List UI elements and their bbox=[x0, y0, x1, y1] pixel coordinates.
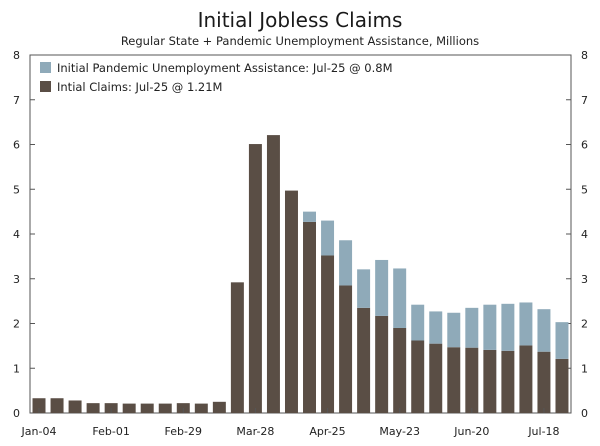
y-axis-left: 0 1 2 3 4 5 6 7 8 bbox=[13, 49, 35, 420]
bar-initial-claims-mar-28 bbox=[248, 144, 262, 414]
x-tick-label: Feb-29 bbox=[165, 425, 202, 438]
bar-pua-jul-18 bbox=[537, 309, 551, 352]
bar-initial-claims-may-09 bbox=[357, 307, 371, 413]
y-tick-label-right: 0 bbox=[581, 407, 588, 420]
legend-swatch-claims bbox=[40, 81, 51, 92]
y-tick-label-left: 6 bbox=[13, 139, 20, 152]
bar-initial-claims-feb-22 bbox=[158, 403, 172, 413]
bar-pua-jun-13 bbox=[447, 312, 461, 348]
bar-initial-claims-apr-11 bbox=[284, 190, 298, 413]
bar-initial-claims-may-16 bbox=[375, 315, 389, 413]
bar-initial-claims-jun-20 bbox=[465, 347, 479, 413]
bar-pua-jun-27 bbox=[483, 304, 497, 350]
bar-initial-claims-jun-06 bbox=[429, 343, 443, 413]
bar-initial-claims-jan-11 bbox=[50, 398, 64, 413]
x-tick-label: Apr-25 bbox=[309, 425, 345, 438]
x-tick-label: Jan-04 bbox=[21, 425, 57, 438]
y-tick-label-right: 6 bbox=[581, 139, 588, 152]
y-tick-label-left: 8 bbox=[13, 49, 20, 62]
bar-initial-claims-may-23 bbox=[393, 327, 407, 413]
x-tick-label: Jul-18 bbox=[527, 425, 559, 438]
bar-initial-claims-feb-15 bbox=[140, 403, 154, 413]
bar-initial-claims-jan-18 bbox=[68, 400, 82, 413]
bar-initial-claims-jun-27 bbox=[483, 349, 497, 413]
bar-initial-claims-mar-14 bbox=[212, 401, 226, 413]
legend-swatch-pua bbox=[40, 62, 51, 73]
y-tick-label-left: 5 bbox=[13, 183, 20, 196]
bar-initial-claims-jan-25 bbox=[86, 403, 100, 413]
bar-initial-claims-jul-25 bbox=[555, 358, 569, 413]
bar-initial-claims-feb-08 bbox=[122, 403, 136, 413]
y-tick-label-right: 3 bbox=[581, 273, 588, 286]
y-tick-label-left: 1 bbox=[13, 362, 20, 375]
bar-initial-claims-may-30 bbox=[411, 340, 425, 413]
y-tick-label-right: 8 bbox=[581, 49, 588, 62]
bar-initial-claims-apr-04 bbox=[266, 135, 280, 413]
x-tick-label: May-23 bbox=[379, 425, 420, 438]
bar-pua-jun-06 bbox=[429, 311, 443, 344]
bar-pua-apr-18 bbox=[303, 211, 316, 222]
bar-pua-may-23 bbox=[393, 268, 407, 328]
bar-initial-claims-jan-04 bbox=[32, 398, 46, 413]
bar-initial-claims-may-02 bbox=[339, 285, 353, 413]
bar-initial-claims-jul-11 bbox=[519, 345, 533, 413]
bar-pua-jul-11 bbox=[519, 302, 533, 346]
bar-initial-claims-jul-18 bbox=[537, 351, 551, 413]
bar-pua-may-02 bbox=[339, 240, 353, 286]
bar-pua-may-09 bbox=[357, 269, 371, 308]
legend-label-claims: Intial Claims: Jul-25 @ 1.21M bbox=[57, 80, 222, 94]
bar-initial-claims-mar-07 bbox=[194, 403, 208, 413]
bar-initial-claims-jun-13 bbox=[447, 347, 461, 413]
chart-subtitle: Regular State + Pandemic Unemployment As… bbox=[121, 34, 479, 48]
x-tick-label: Mar-28 bbox=[236, 425, 274, 438]
bar-pua-may-30 bbox=[411, 304, 425, 341]
legend-label-pua: Initial Pandemic Unemployment Assistance… bbox=[57, 61, 393, 75]
y-axis-right: 0 1 2 3 4 5 6 7 8 bbox=[566, 49, 588, 420]
x-tick-label: Feb-01 bbox=[92, 425, 129, 438]
bar-pua-may-16 bbox=[375, 259, 389, 316]
bars bbox=[32, 135, 569, 414]
bar-pua-apr-25 bbox=[321, 220, 335, 256]
y-tick-label-left: 7 bbox=[13, 94, 20, 107]
y-tick-label-right: 2 bbox=[581, 318, 588, 331]
bar-initial-claims-apr-25 bbox=[321, 255, 335, 413]
bar-pua-jul-25 bbox=[555, 322, 569, 359]
y-tick-label-left: 0 bbox=[13, 407, 20, 420]
y-tick-label-right: 1 bbox=[581, 362, 588, 375]
chart-title: Initial Jobless Claims bbox=[198, 8, 403, 32]
bar-pua-jun-20 bbox=[465, 307, 479, 348]
x-tick-label: Jun-20 bbox=[453, 425, 489, 438]
bar-initial-claims-mar-21 bbox=[230, 282, 244, 413]
bar-initial-claims-jul-04 bbox=[501, 350, 515, 413]
bar-pua-jul-04 bbox=[501, 303, 515, 351]
y-tick-label-right: 4 bbox=[581, 228, 588, 241]
y-tick-label-left: 4 bbox=[13, 228, 20, 241]
y-tick-label-left: 3 bbox=[13, 273, 20, 286]
y-tick-label-left: 2 bbox=[13, 318, 20, 331]
legend: Initial Pandemic Unemployment Assistance… bbox=[40, 61, 393, 94]
x-axis: Jan-04 Feb-01 Feb-29 Mar-28 Apr-25 May-23 Jun-… bbox=[21, 408, 560, 438]
bar-initial-claims-apr-18 bbox=[303, 221, 316, 413]
y-tick-label-right: 5 bbox=[581, 183, 588, 196]
y-tick-label-right: 7 bbox=[581, 94, 588, 107]
